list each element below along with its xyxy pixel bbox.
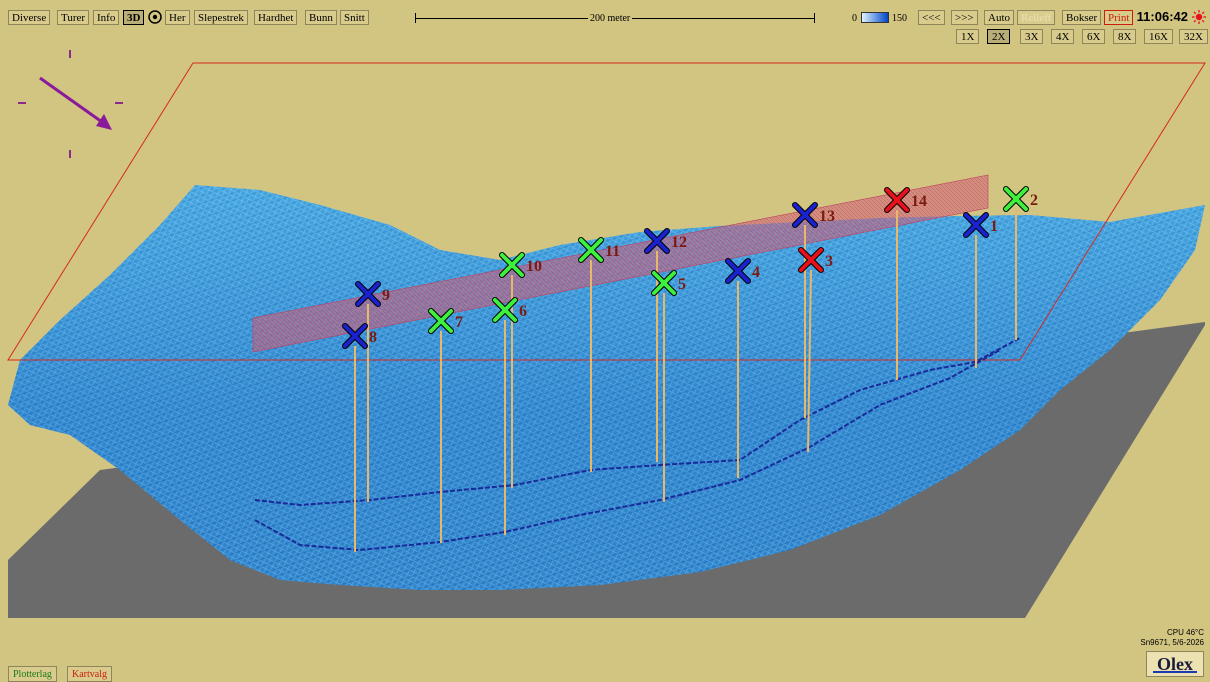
marker-stick-3 bbox=[807, 269, 812, 453]
nav-forward-button[interactable]: >>> bbox=[951, 10, 978, 25]
marker-8[interactable]: 8 bbox=[342, 323, 377, 349]
terrain-shading bbox=[8, 185, 1205, 590]
compass-icon bbox=[18, 50, 123, 158]
marker-label-11: 11 bbox=[605, 243, 620, 260]
scale-label: 200 meter bbox=[588, 13, 633, 24]
marker-9[interactable]: 9 bbox=[355, 281, 390, 307]
menu-3d[interactable]: 3D bbox=[123, 10, 145, 25]
marker-label-5: 5 bbox=[678, 276, 686, 293]
clock: 11:06:42 bbox=[1136, 9, 1188, 24]
marker-10[interactable]: 10 bbox=[499, 252, 542, 278]
marker-label-9: 9 bbox=[382, 287, 390, 304]
print-button[interactable]: Print bbox=[1104, 10, 1134, 25]
marker-label-1: 1 bbox=[990, 218, 998, 235]
menu-snitt[interactable]: Snitt bbox=[340, 10, 369, 25]
marker-11[interactable]: 11 bbox=[578, 237, 620, 263]
marker-label-8: 8 bbox=[369, 329, 377, 346]
menu-diverse[interactable]: Diverse bbox=[8, 10, 51, 25]
sun-icon[interactable] bbox=[1192, 10, 1206, 24]
menu-info[interactable]: Info bbox=[93, 10, 120, 25]
marker-5[interactable]: 5 bbox=[651, 270, 686, 296]
marker-4[interactable]: 4 bbox=[725, 258, 760, 284]
marker-label-14: 14 bbox=[911, 193, 927, 210]
depth-min-label: 0 bbox=[852, 13, 857, 24]
relieff-button[interactable]: Relieff bbox=[1017, 10, 1056, 25]
seabed-tracks bbox=[254, 337, 1021, 552]
auto-button[interactable]: Auto bbox=[984, 10, 1014, 25]
zoom-4x[interactable]: 4X bbox=[1051, 29, 1075, 44]
marker-label-7: 7 bbox=[455, 314, 463, 331]
zoom-3x[interactable]: 3X bbox=[1020, 29, 1044, 44]
marker-6[interactable]: 6 bbox=[492, 297, 527, 323]
zoom-6x[interactable]: 6X bbox=[1082, 29, 1106, 44]
tab-plotterlag[interactable]: Plotterlag bbox=[8, 666, 57, 682]
top-toolbar: Diverse Turer Info 3D Her Slepestrek Har… bbox=[0, 0, 1210, 26]
bokser-button[interactable]: Bokser bbox=[1062, 10, 1102, 25]
tab-kartvalg[interactable]: Kartvalg bbox=[67, 666, 112, 682]
serial-status: Sn9671, 5/6-2026 bbox=[1140, 638, 1204, 647]
marker-label-13: 13 bbox=[819, 208, 835, 225]
menu-hardhet[interactable]: Hardhet bbox=[254, 10, 298, 25]
menu-turer[interactable]: Turer bbox=[57, 10, 90, 25]
marker-label-6: 6 bbox=[519, 303, 527, 320]
menu-her[interactable]: Her bbox=[165, 10, 190, 25]
marker-14[interactable]: 14 bbox=[884, 187, 927, 213]
marker-label-3: 3 bbox=[825, 253, 833, 270]
cpu-status: CPU 46°C bbox=[1167, 628, 1204, 637]
menu-slepestrek[interactable]: Slepestrek bbox=[194, 10, 248, 25]
marker-label-12: 12 bbox=[671, 234, 687, 251]
marker-label-10: 10 bbox=[526, 258, 542, 275]
marker-1[interactable]: 1 bbox=[963, 212, 998, 238]
zoom-32x[interactable]: 32X bbox=[1179, 29, 1208, 44]
marker-label-4: 4 bbox=[752, 264, 760, 281]
marker-sticks bbox=[354, 209, 1017, 552]
target-icon[interactable] bbox=[148, 10, 162, 24]
nav-back-button[interactable]: <<< bbox=[918, 10, 945, 25]
zoom-16x[interactable]: 16X bbox=[1144, 29, 1173, 44]
menu-bunn[interactable]: Bunn bbox=[305, 10, 337, 25]
zoom-8x[interactable]: 8X bbox=[1113, 29, 1137, 44]
marker-label-2: 2 bbox=[1030, 192, 1038, 209]
depth-color-scale bbox=[861, 12, 889, 23]
zoom-2x[interactable]: 2X bbox=[987, 29, 1011, 44]
depth-max-label: 150 bbox=[892, 13, 907, 24]
scale-bar-left-tick bbox=[415, 13, 416, 23]
scale-bar-right-tick bbox=[814, 13, 815, 23]
marker-7[interactable]: 7 bbox=[428, 308, 463, 334]
marker-12[interactable]: 12 bbox=[644, 228, 687, 254]
olex-logo: Olex bbox=[1146, 651, 1204, 677]
reference-plane bbox=[7, 62, 1206, 361]
marker-13[interactable]: 13 bbox=[792, 202, 835, 228]
zoom-1x[interactable]: 1X bbox=[956, 29, 980, 44]
marker-2[interactable]: 2 bbox=[1003, 186, 1038, 212]
marker-3[interactable]: 3 bbox=[798, 247, 833, 273]
